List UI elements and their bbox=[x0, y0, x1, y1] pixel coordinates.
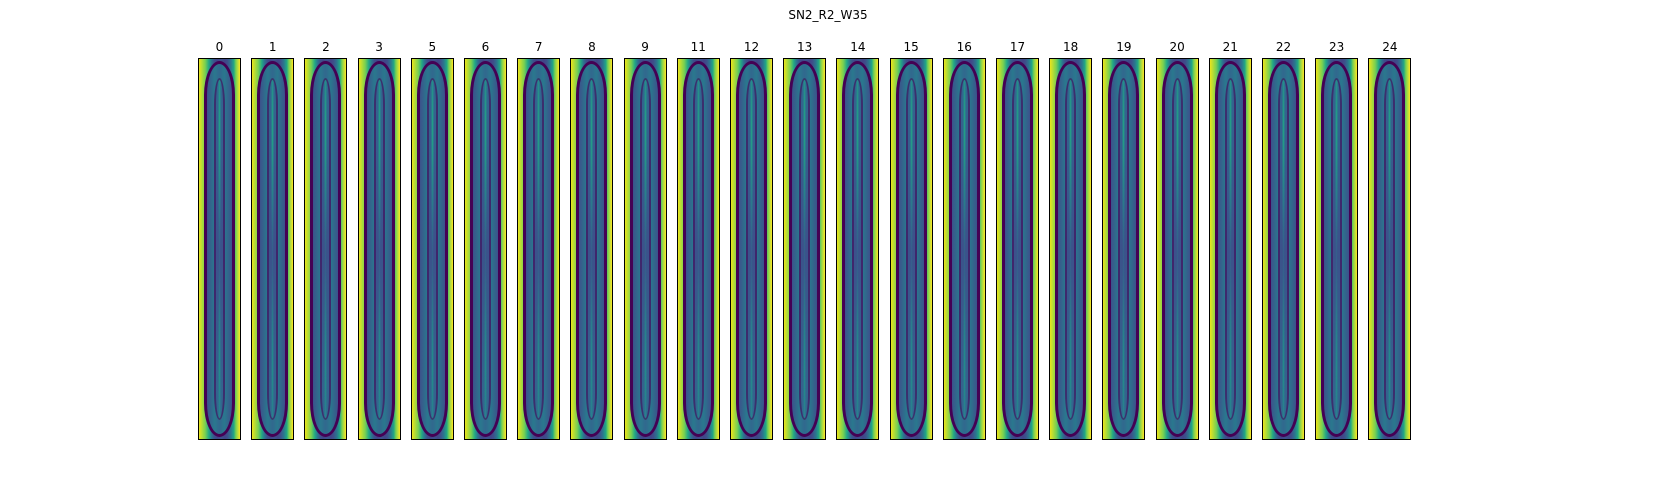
cell-interior bbox=[852, 78, 864, 420]
cell-outline bbox=[789, 61, 821, 437]
panel-label: 8 bbox=[588, 40, 596, 54]
cell-interior bbox=[373, 78, 385, 420]
panel-label: 12 bbox=[743, 40, 760, 54]
cell-image bbox=[836, 58, 880, 440]
cell-outline bbox=[523, 61, 555, 437]
cell-outline bbox=[1055, 61, 1087, 437]
cell-image bbox=[942, 58, 986, 440]
cell-image bbox=[676, 58, 720, 440]
cell-interior bbox=[586, 78, 598, 420]
cell-interior bbox=[639, 78, 651, 420]
cell-outline bbox=[576, 61, 608, 437]
cell-interior bbox=[1278, 78, 1289, 420]
cell-interior bbox=[1012, 78, 1023, 420]
cell-outline bbox=[310, 61, 342, 437]
panel-label: 23 bbox=[1329, 40, 1345, 54]
panel-label: 18 bbox=[1063, 40, 1079, 54]
panel-label: 11 bbox=[690, 40, 706, 54]
cell-outline bbox=[416, 61, 448, 437]
cell-interior bbox=[799, 78, 811, 420]
cell-image bbox=[1208, 58, 1252, 440]
panel-label: 15 bbox=[903, 40, 919, 54]
panel-label: 3 bbox=[375, 40, 383, 54]
cell-outline bbox=[363, 61, 395, 437]
cell-interior bbox=[480, 78, 491, 420]
cell-image bbox=[1049, 58, 1093, 440]
cell-outline bbox=[1214, 61, 1246, 437]
cell-interior bbox=[958, 78, 970, 420]
cell-outline bbox=[629, 61, 661, 437]
cell-image bbox=[783, 58, 827, 440]
cell-outline bbox=[1002, 61, 1033, 437]
panel-label: 1 bbox=[268, 40, 277, 54]
cell-outline bbox=[1108, 61, 1140, 437]
cell-interior bbox=[320, 78, 332, 420]
cell-interior bbox=[905, 78, 917, 420]
cell-image bbox=[623, 58, 667, 440]
cell-outline bbox=[1161, 61, 1193, 437]
cell-outline bbox=[736, 61, 767, 437]
cell-image bbox=[304, 58, 348, 440]
panel-label: 21 bbox=[1222, 40, 1238, 54]
cell-interior bbox=[1224, 78, 1236, 420]
cell-outline bbox=[470, 61, 501, 437]
panel-label: 5 bbox=[428, 40, 437, 54]
cell-interior bbox=[1384, 78, 1396, 420]
cell-outline bbox=[682, 61, 714, 437]
cell-image bbox=[1262, 58, 1305, 440]
cell-outline bbox=[948, 61, 980, 437]
panel-label: 19 bbox=[1116, 40, 1132, 54]
cell-image bbox=[889, 58, 933, 440]
panel-label: 0 bbox=[215, 40, 224, 54]
cell-interior bbox=[692, 78, 704, 420]
cell-interior bbox=[214, 78, 225, 420]
cell-outline bbox=[895, 61, 927, 437]
cell-interior bbox=[1065, 78, 1077, 420]
cell-image bbox=[996, 58, 1039, 440]
cell-image bbox=[517, 58, 561, 440]
cell-outline bbox=[1321, 61, 1353, 437]
cell-image bbox=[1102, 58, 1146, 440]
cell-outline bbox=[842, 61, 874, 437]
cell-outline bbox=[1374, 61, 1406, 437]
cell-outline bbox=[204, 61, 235, 437]
panel-label: 14 bbox=[850, 40, 866, 54]
panel-label: 6 bbox=[481, 40, 490, 54]
cell-interior bbox=[1171, 78, 1183, 420]
cell-image bbox=[1315, 58, 1359, 440]
cell-interior bbox=[267, 78, 279, 420]
cell-image bbox=[410, 58, 454, 440]
panel-label: 24 bbox=[1382, 40, 1398, 54]
cell-outline bbox=[1268, 61, 1299, 437]
panel-label: 17 bbox=[1009, 40, 1026, 54]
cell-image bbox=[1155, 58, 1199, 440]
cell-image bbox=[464, 58, 507, 440]
cell-interior bbox=[746, 78, 757, 420]
panel-label: 22 bbox=[1275, 40, 1292, 54]
panel-label: 20 bbox=[1169, 40, 1185, 54]
cell-outline bbox=[257, 61, 289, 437]
cell-image bbox=[1368, 58, 1412, 440]
cell-image bbox=[730, 58, 773, 440]
figure-title: SN2_R2_W35 bbox=[788, 8, 868, 22]
panel-label: 2 bbox=[322, 40, 330, 54]
cell-image bbox=[570, 58, 614, 440]
cell-interior bbox=[1118, 78, 1130, 420]
cell-interior bbox=[533, 78, 545, 420]
panel-label: 9 bbox=[641, 40, 649, 54]
cell-image bbox=[251, 58, 295, 440]
cell-interior bbox=[1331, 78, 1343, 420]
panel-label: 7 bbox=[534, 40, 543, 54]
panel-label: 16 bbox=[956, 40, 972, 54]
panel-label: 13 bbox=[797, 40, 813, 54]
cell-image bbox=[357, 58, 401, 440]
cell-interior bbox=[426, 78, 438, 420]
cell-image bbox=[198, 58, 241, 440]
